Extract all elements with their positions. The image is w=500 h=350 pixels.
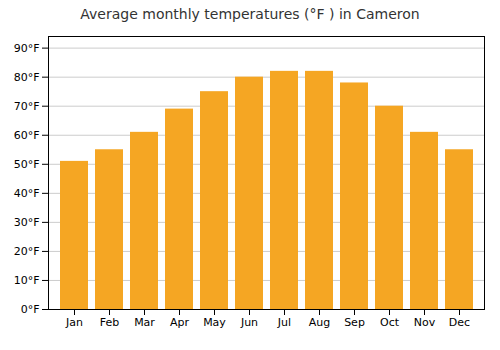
svg-text:70°F: 70°F [14,100,40,113]
svg-text:Aug: Aug [309,316,330,329]
svg-text:Sep: Sep [344,316,365,329]
svg-text:Jul: Jul [277,316,291,329]
svg-text:60°F: 60°F [14,129,40,142]
svg-text:Apr: Apr [170,316,190,329]
svg-text:Oct: Oct [380,316,400,329]
svg-text:10°F: 10°F [14,274,40,287]
svg-text:Jun: Jun [240,316,258,329]
svg-text:Nov: Nov [414,316,436,329]
svg-text:Feb: Feb [100,316,119,329]
svg-text:50°F: 50°F [14,158,40,171]
svg-text:Dec: Dec [449,316,470,329]
svg-text:May: May [203,316,226,329]
svg-text:Jan: Jan [65,316,83,329]
svg-text:20°F: 20°F [14,245,40,258]
svg-text:90°F: 90°F [14,42,40,55]
svg-text:40°F: 40°F [14,187,40,200]
svg-text:80°F: 80°F [14,71,40,84]
svg-text:Mar: Mar [134,316,155,329]
svg-text:0°F: 0°F [21,303,40,316]
html-text:Average monthly temperatures (: Average monthly temperatures (°F ) in Ca… [80,6,420,22]
svg-text:30°F: 30°F [14,216,40,229]
